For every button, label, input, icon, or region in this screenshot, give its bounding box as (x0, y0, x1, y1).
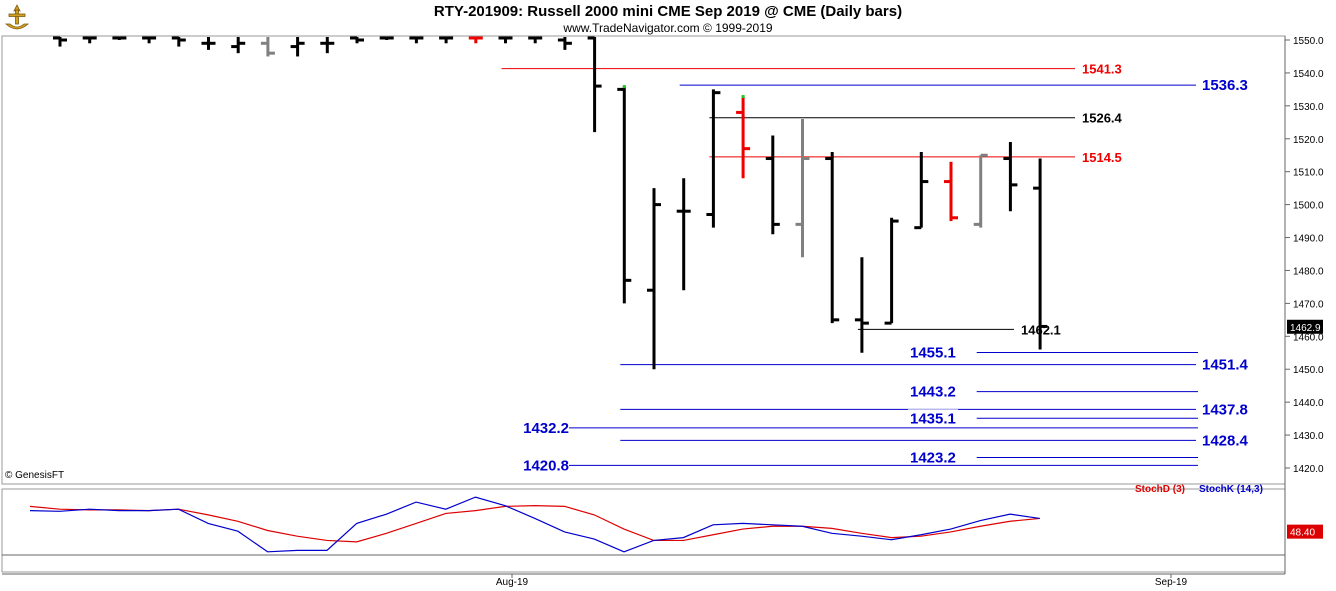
ohlc-bar (1033, 158, 1048, 350)
ohlc-bar (231, 37, 246, 54)
ohlc-bar (171, 36, 186, 47)
price-level-label: 1443.2 (910, 384, 956, 401)
ohlc-bar (795, 119, 810, 258)
last-price-label: 1462.9 (1290, 323, 1321, 334)
price-level-label-bg (908, 343, 958, 361)
ohlc-bar (587, 36, 602, 133)
price-level-label: 1420.8 (523, 457, 569, 474)
ohlc-bar (379, 36, 394, 40)
price-axis: 1420.0 1430.0 1440.0 1450.0 1460.0 1470.0 1480… (1285, 36, 1324, 475)
ohlc-bar (260, 37, 275, 57)
ohlc-bar (409, 36, 424, 44)
ohlc-bar (468, 36, 483, 44)
y-tick-label: 1440.0 (1293, 398, 1324, 409)
price-level-label: 1428.4 (1202, 432, 1249, 449)
ohlc-bar (706, 89, 721, 228)
genesis-logo-icon (2, 2, 32, 34)
ohlc-bar (290, 37, 305, 57)
legend-stoch-k: StochK (14,3) (1199, 484, 1263, 495)
price-level-label-bg (908, 409, 958, 427)
ohlc-bar (201, 37, 216, 50)
ohlc-bar (82, 36, 97, 44)
ohlc-bar (825, 151, 840, 324)
ohlc-bar (498, 36, 513, 44)
y-tick-label: 1420.0 (1293, 464, 1324, 475)
ohlc-bar (528, 36, 543, 44)
ohlc-bar (320, 37, 335, 54)
ohlc-bar (914, 151, 929, 230)
ohlc-bar (53, 36, 67, 47)
price-plot-border (1, 35, 1286, 485)
last-price-box (1287, 319, 1323, 334)
ohlc-bar (973, 153, 988, 228)
ohlc-bar (765, 135, 780, 235)
price-level-label: 1455.1 (910, 344, 956, 361)
x-tick-label: Sep-19 (1155, 577, 1188, 588)
price-level-label-bg (908, 382, 958, 400)
y-tick-label: 1490.0 (1293, 234, 1324, 245)
y-tick-label: 1470.0 (1293, 299, 1324, 310)
y-tick-label: 1500.0 (1293, 201, 1324, 212)
price-level-label-bg (908, 448, 958, 466)
ohlc-bar (557, 37, 572, 50)
x-tick-label: Aug-19 (496, 577, 529, 588)
price-level-label: 1423.2 (910, 449, 956, 466)
price-level-label: 1526.4 (1082, 111, 1123, 126)
price-level-label: 1432.2 (523, 420, 569, 437)
stochastic-plot-border (1, 488, 1286, 573)
price-level-label: 1514.5 (1082, 150, 1122, 165)
date-axis: Aug-19 Sep-19 (2, 573, 1285, 588)
stoch-value-box (1287, 524, 1323, 539)
y-tick-label: 1550.0 (1293, 36, 1324, 47)
y-tick-label: 1510.0 (1293, 168, 1324, 179)
price-level-label: 1451.4 (1202, 357, 1249, 374)
price-levels: 1541.31536.31526.41514.51462.11455.11451… (501, 62, 1249, 474)
ohlc-bar (647, 188, 661, 370)
price-level-label-bg (519, 418, 569, 436)
price-level-label: 1437.8 (1202, 401, 1248, 418)
price-level-label: 1541.3 (1082, 62, 1122, 77)
ohlc-bar (1003, 142, 1018, 212)
y-tick-label: 1480.0 (1293, 266, 1324, 277)
y-tick-label: 1460.0 (1293, 332, 1324, 343)
stochastic-panel: StochD (3) StochK (14,3) 48.40 (2, 484, 1323, 556)
y-tick-label: 1450.0 (1293, 365, 1324, 376)
chart-subtitle: www.TradeNavigator.com © 1999-2019 (563, 21, 773, 35)
price-level-label: 1435.1 (910, 410, 956, 427)
y-tick-label: 1540.0 (1293, 69, 1324, 80)
ohlc-bar (854, 257, 869, 353)
ohlc-bars (53, 36, 1048, 370)
ohlc-bar (617, 86, 632, 304)
ohlc-bar (112, 36, 127, 40)
ohlc-bar (676, 178, 691, 291)
stoch-d-line (29, 505, 1040, 543)
ohlc-bar (944, 161, 958, 222)
copyright-label: © GenesisFT (5, 470, 64, 481)
ohlc-bar (350, 36, 364, 44)
price-level-label-bg (519, 456, 569, 474)
ohlc-bar (884, 217, 899, 325)
chart-title: RTY-201909: Russell 2000 mini CME Sep 20… (433, 3, 903, 20)
stoch-value-label: 48.40 (1290, 528, 1315, 539)
legend-stoch-d: StochD (3) (1135, 484, 1185, 495)
y-tick-label: 1520.0 (1293, 135, 1324, 146)
stoch-k-line (29, 496, 1040, 553)
ohlc-bar (142, 36, 157, 44)
chart-frame (1, 35, 1286, 574)
y-tick-label: 1530.0 (1293, 102, 1324, 113)
y-tick-label: 1430.0 (1293, 431, 1324, 442)
price-level-label: 1536.3 (1202, 77, 1248, 94)
ohlc-bar (736, 94, 751, 179)
ohlc-bar (439, 36, 454, 44)
